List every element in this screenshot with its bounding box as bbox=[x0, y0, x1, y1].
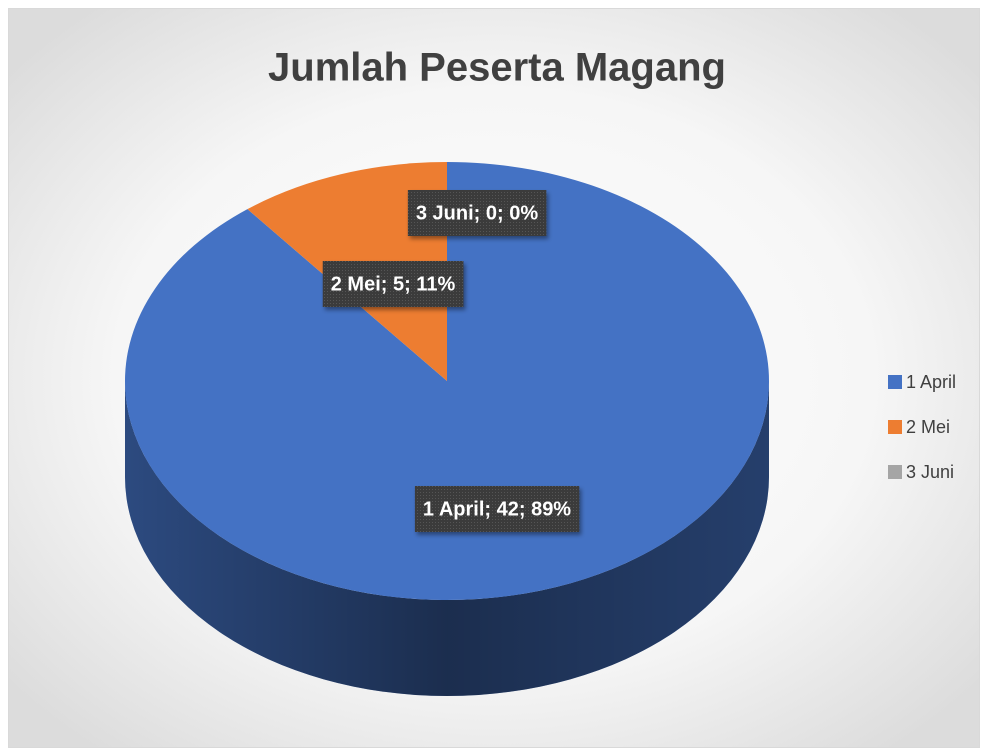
data-label-text: 1 April; 42; 89% bbox=[423, 498, 571, 520]
data-label-box bbox=[407, 190, 547, 236]
legend-label: 2 Mei bbox=[906, 417, 950, 437]
data-label: 2 Mei; 5; 11% bbox=[322, 261, 464, 307]
data-label: 1 April; 42; 89% bbox=[414, 486, 580, 532]
legend-swatch bbox=[888, 375, 902, 389]
data-label-box bbox=[414, 486, 580, 532]
data-label-text: 3 Juni; 0; 0% bbox=[416, 202, 538, 224]
chart-title: Jumlah Peserta Magang bbox=[268, 46, 726, 90]
legend-swatch bbox=[888, 420, 902, 434]
legend-label: 1 April bbox=[906, 372, 956, 392]
slice-side-shade bbox=[125, 381, 769, 696]
data-label-box bbox=[322, 261, 464, 307]
data-label-text: 2 Mei; 5; 11% bbox=[331, 273, 456, 295]
legend-label: 3 Juni bbox=[906, 462, 954, 482]
data-label: 3 Juni; 0; 0% bbox=[407, 190, 547, 236]
legend-swatch bbox=[888, 465, 902, 479]
